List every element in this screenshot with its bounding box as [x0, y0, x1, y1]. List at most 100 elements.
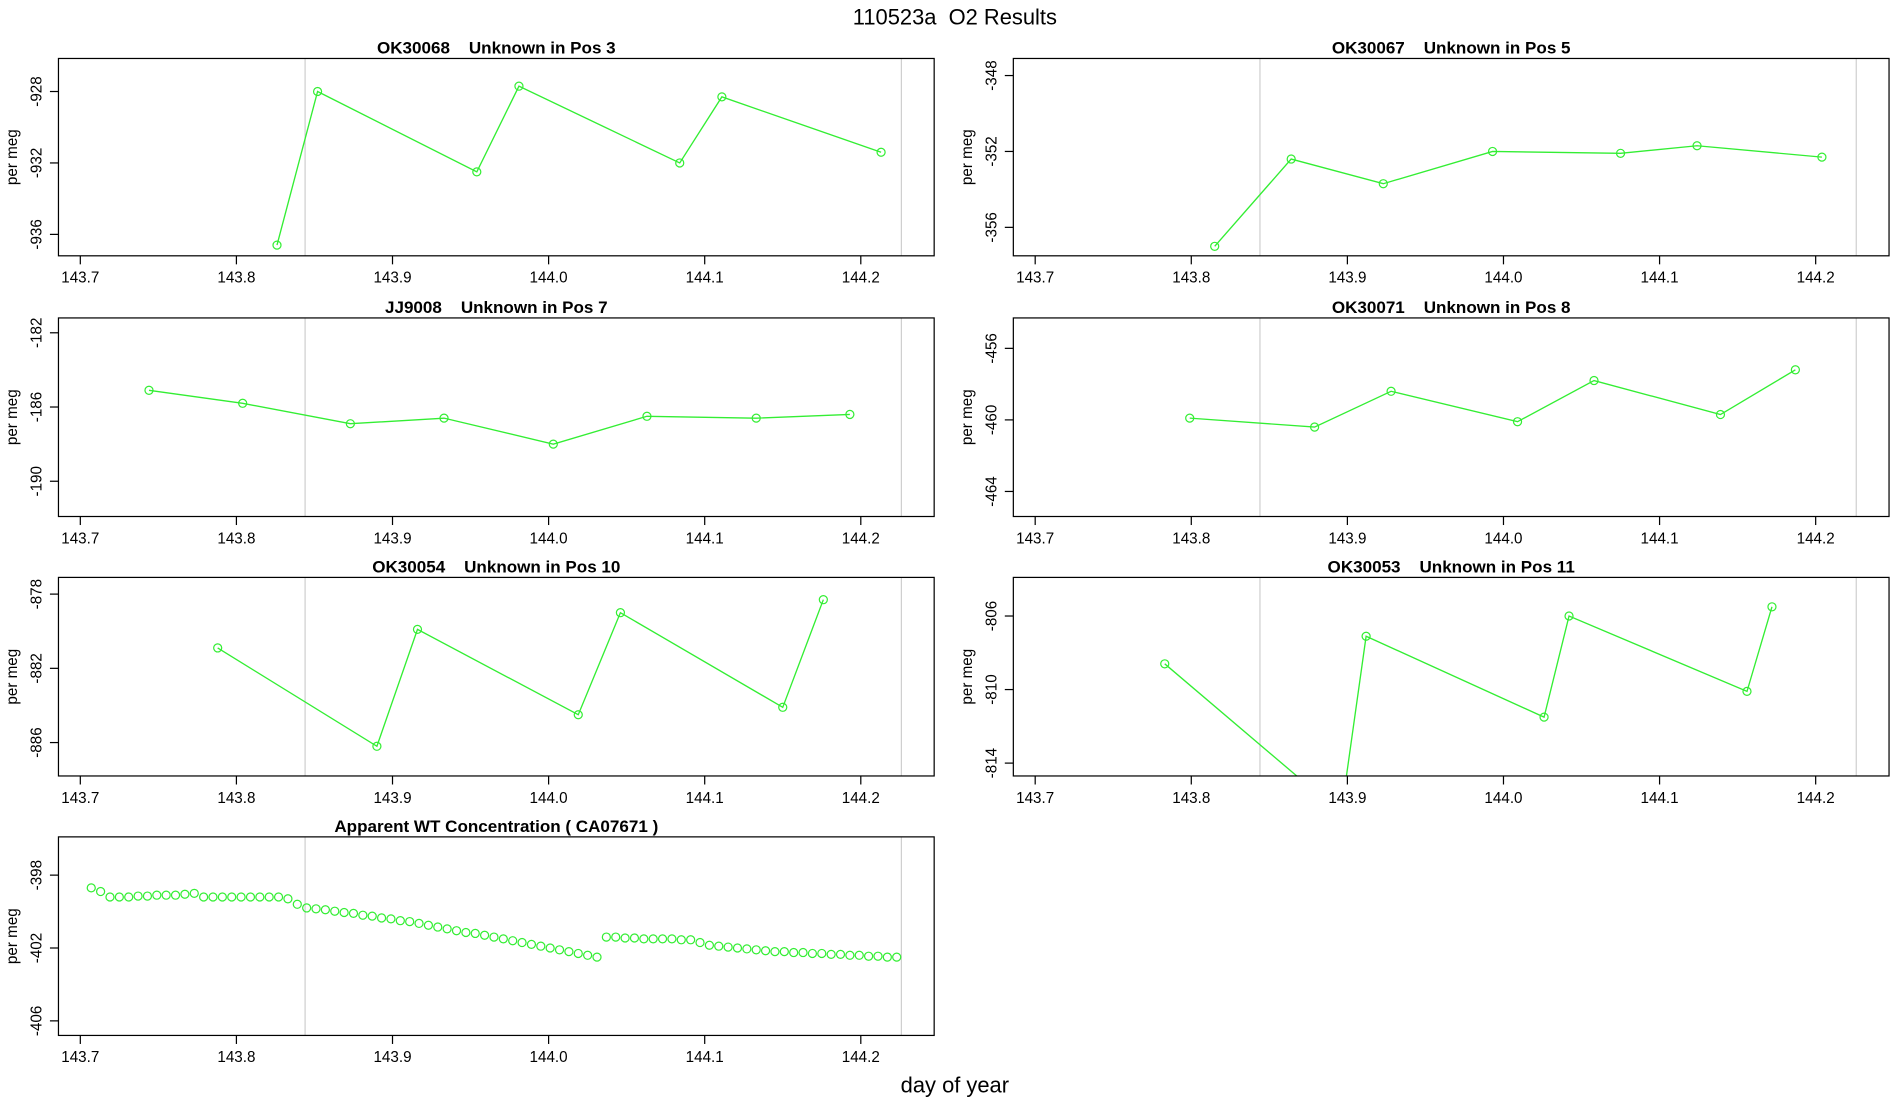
data-point [620, 933, 630, 943]
data-point [86, 883, 96, 893]
data-point [779, 947, 789, 957]
x-tick-label: 144.1 [1641, 790, 1679, 807]
x-tick-label: 144.1 [1641, 270, 1679, 287]
plot-area [1185, 365, 1801, 432]
y-axis-label: per meg [4, 649, 21, 705]
x-tick-label: 144.2 [842, 1049, 880, 1066]
data-point [395, 916, 405, 926]
data-point [526, 939, 537, 949]
data-point [170, 890, 181, 900]
data-point [302, 903, 312, 913]
x-tick-label: 144.2 [1797, 530, 1835, 547]
x-axis-label: day of year [901, 1073, 1009, 1098]
data-point [339, 907, 349, 918]
plot-frame [1012, 57, 1890, 257]
data-point [1185, 413, 1195, 423]
data-point [433, 922, 443, 932]
data-point [667, 934, 677, 944]
data-point [330, 906, 340, 916]
data-point [1512, 417, 1523, 427]
y-tick-label: -348 [983, 60, 1000, 90]
y-tick-label: -190 [28, 466, 45, 496]
data-point [751, 413, 761, 423]
data-point [1210, 241, 1220, 251]
data-point [1309, 422, 1320, 432]
data-point [717, 92, 727, 102]
data-point [573, 710, 583, 720]
x-tick-label: 144.0 [1484, 270, 1522, 287]
data-point [1615, 148, 1626, 158]
x-tick-label: 144.0 [530, 1049, 568, 1066]
panel-title: OK30068 Unknown in Pos 3 [377, 39, 616, 58]
plot-area [1160, 602, 1777, 776]
panel-title: Apparent WT Concentration ( CA07671 ) [334, 817, 658, 836]
panel-title: OK30054 Unknown in Pos 10 [372, 558, 620, 577]
data-point [615, 608, 626, 618]
data-point [1286, 154, 1296, 164]
panel: OK30071 Unknown in Pos 8 per meg 143.7 143.… [959, 298, 1890, 547]
data-point [1386, 386, 1396, 396]
data-point [732, 943, 743, 953]
data-point [573, 948, 583, 959]
data-point [642, 411, 652, 421]
y-tick-label: -398 [28, 860, 45, 890]
panel-title: OK30071 Unknown in Pos 8 [1332, 298, 1571, 317]
x-tick-label: 143.9 [373, 790, 411, 807]
data-point [751, 945, 761, 955]
data-point [601, 932, 611, 942]
data-point [536, 941, 546, 951]
data-point [461, 927, 471, 938]
series-line [276, 85, 882, 246]
y-tick-label: -928 [28, 76, 45, 106]
data-point [273, 892, 284, 902]
data-point [592, 952, 602, 962]
data-point [1378, 179, 1388, 189]
y-axis-label: per meg [4, 908, 21, 964]
data-point [514, 81, 524, 91]
panel: OK30067 Unknown in Pos 5 per meg 143.7 143.… [959, 39, 1890, 287]
data-point [611, 932, 621, 942]
x-tick-label: 144.2 [1797, 270, 1835, 287]
panel: OK30053 Unknown in Pos 11 per meg 143.7 143… [959, 558, 1890, 807]
y-tick-label: -406 [28, 1006, 45, 1036]
x-tick-label: 143.8 [217, 530, 255, 547]
data-point [1589, 375, 1599, 386]
data-point [238, 398, 248, 408]
y-tick-label: -936 [28, 219, 45, 249]
data-point [817, 948, 827, 959]
x-tick-label: 144.1 [686, 790, 724, 807]
data-point [451, 926, 462, 936]
data-point [1692, 141, 1702, 151]
y-axis-label: per meg [4, 129, 21, 185]
data-point [1361, 631, 1371, 641]
data-point [854, 950, 864, 960]
data-point [686, 935, 696, 945]
data-point [95, 886, 106, 897]
data-point [412, 624, 423, 634]
data-point [142, 891, 153, 901]
data-point [723, 942, 733, 952]
x-tick-label: 143.7 [1016, 270, 1054, 287]
series-line [1189, 369, 1796, 428]
data-point [498, 934, 508, 944]
data-point [227, 892, 237, 902]
x-tick-label: 144.1 [686, 270, 724, 287]
data-point [882, 952, 892, 962]
x-tick-label: 143.8 [1172, 790, 1210, 807]
data-point [213, 643, 223, 653]
data-point [554, 945, 565, 955]
data-point [863, 951, 874, 961]
y-tick-label: -402 [28, 933, 45, 963]
data-point [255, 892, 265, 902]
data-point [472, 167, 482, 177]
figure-title: 110523a O2 Results [853, 4, 1057, 29]
data-point [348, 908, 359, 919]
y-tick-label: -810 [983, 674, 1000, 704]
y-tick-label: -356 [983, 212, 1000, 242]
data-point [1817, 152, 1827, 162]
x-tick-label: 143.7 [1016, 530, 1054, 547]
data-point [648, 934, 658, 944]
x-tick-label: 143.9 [373, 530, 411, 547]
data-point [283, 894, 293, 904]
plot-frame [1012, 317, 1890, 518]
